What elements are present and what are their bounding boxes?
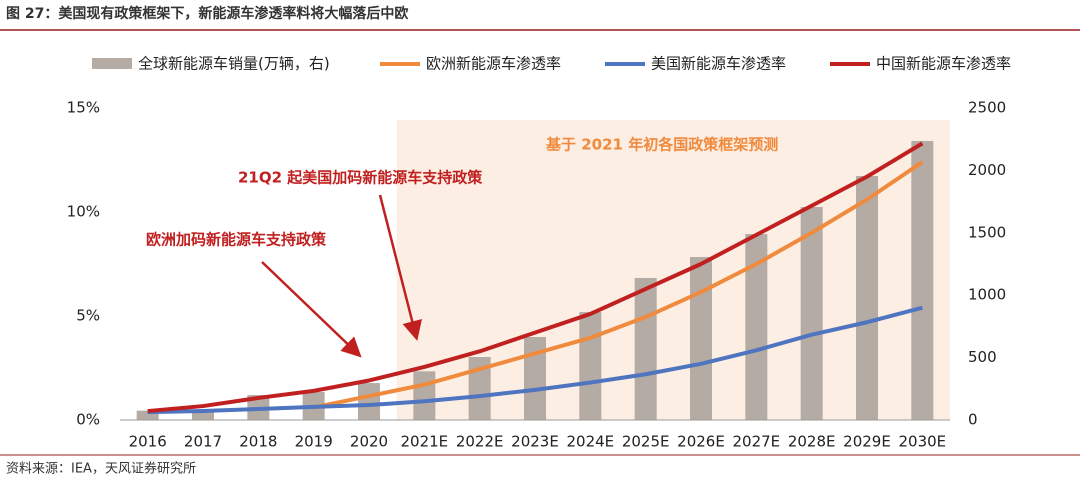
arrow (261, 261, 362, 358)
y2-tick-label: 500 (968, 348, 997, 366)
y2-tick-label: 2000 (968, 161, 1006, 179)
line (147, 305, 923, 415)
bar (358, 383, 380, 420)
y2-tick-label: 2500 (968, 99, 1006, 117)
bar (136, 410, 159, 420)
bar (800, 206, 823, 420)
annotation: 欧洲加码新能源车支持政策 (146, 231, 327, 249)
x-tick-label: 2017 (184, 433, 222, 451)
x-tick-label: 2023E (511, 433, 559, 451)
bar (745, 234, 768, 420)
x-tick-label: 2027E (733, 433, 781, 451)
bar (911, 140, 934, 420)
bar (192, 410, 214, 420)
y-tick-label: 15% (67, 99, 100, 117)
y2-tick-label: 0 (968, 411, 978, 429)
bar (690, 257, 712, 420)
x-tick-label: 2016 (129, 433, 167, 451)
x-tick-label: 2030E (899, 433, 947, 451)
bar (856, 176, 878, 420)
x-tick-label: 2021E (401, 433, 449, 451)
legend-label: 全球新能源车销量(万辆，右) (138, 55, 330, 73)
legend-label: 中国新能源车渗透率 (876, 55, 1011, 73)
line (313, 160, 924, 410)
chart-title: 图 27：美国现有政策框架下，新能源车渗透率料将大幅落后中欧 (6, 5, 408, 22)
source: 资料来源：IEA，天风证券研究所 (6, 461, 196, 477)
legend-label: 美国新能源车渗透率 (651, 55, 786, 73)
x-tick-label: 2020 (350, 433, 388, 451)
x-tick-label: 2019 (295, 433, 333, 451)
x-tick-label: 2018 (239, 433, 277, 451)
bar (524, 337, 546, 420)
y2-tick-label: 1500 (968, 223, 1006, 241)
y2-tick-label: 1000 (968, 286, 1006, 304)
x-tick-label: 2026E (677, 433, 725, 451)
y-tick-label: 5% (76, 307, 100, 325)
arrow (378, 194, 422, 341)
bar (634, 277, 657, 420)
legend-label: 欧洲新能源车渗透率 (426, 55, 561, 73)
annotation: 21Q2 起美国加码新能源车支持政策 (238, 169, 483, 187)
bar (579, 312, 602, 420)
x-tick-label: 2022E (456, 433, 504, 451)
x-tick-label: 2025E (622, 433, 670, 451)
line (147, 141, 924, 414)
bar (413, 371, 436, 420)
x-tick-label: 2029E (843, 433, 891, 451)
y-tick-label: 10% (67, 203, 100, 221)
bar (468, 356, 491, 420)
x-tick-label: 2028E (788, 433, 836, 451)
legend-swatch (92, 58, 132, 69)
y-tick-label: 0% (76, 411, 100, 429)
x-tick-label: 2024E (567, 433, 615, 451)
annotation: 基于 2021 年初各国政策框架预测 (545, 136, 778, 154)
